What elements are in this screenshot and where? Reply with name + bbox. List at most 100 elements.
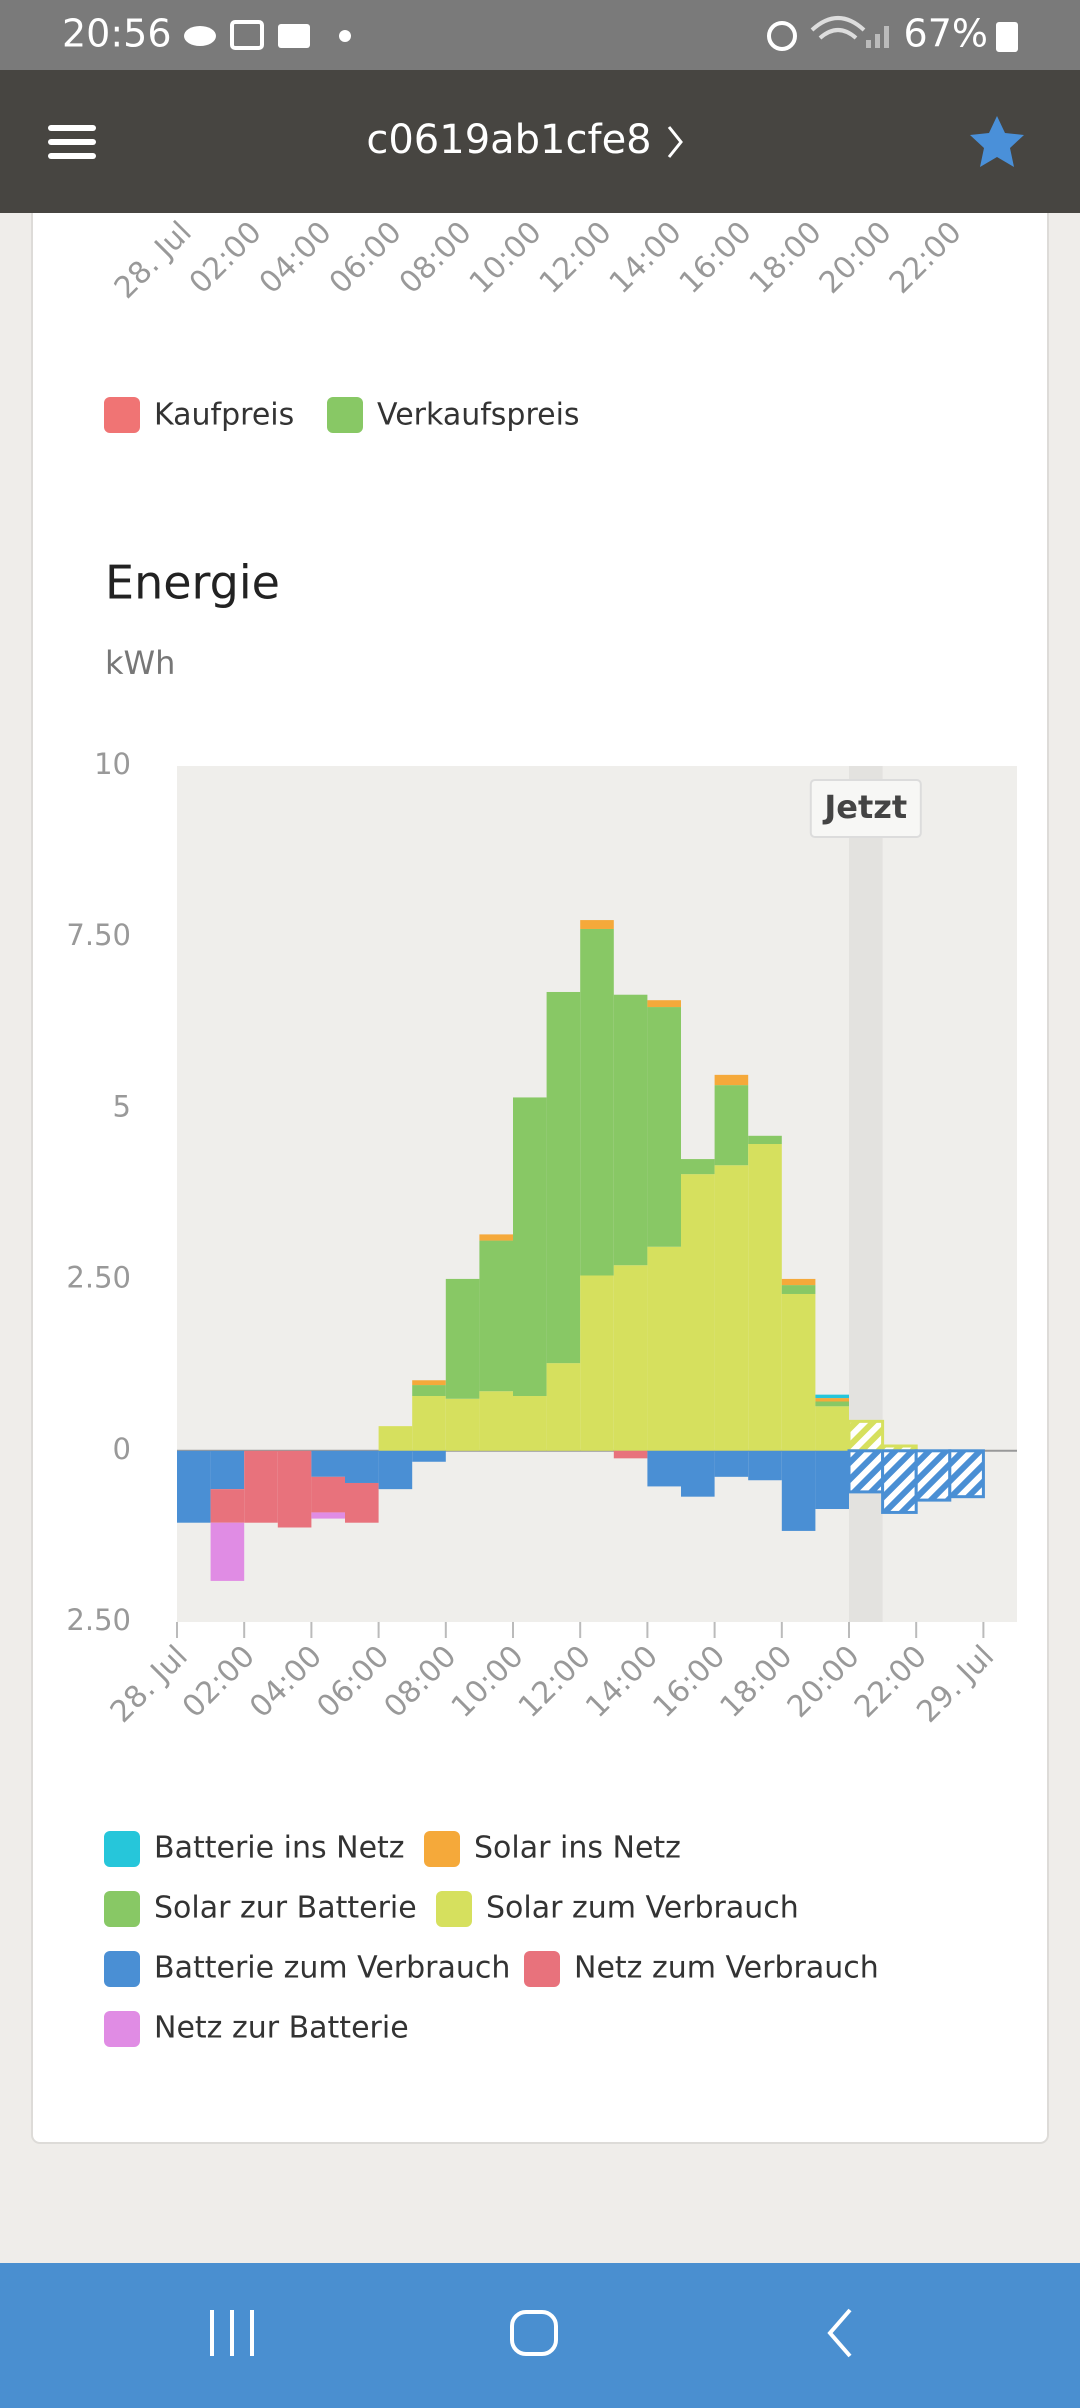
- app-bar: [0, 70, 1080, 213]
- bar-segment: [345, 1450, 379, 1483]
- bar-segment: [847, 1449, 885, 1494]
- bar-segment: [580, 920, 614, 929]
- nav-buttons: [210, 2308, 852, 2358]
- legend-swatch: [104, 1891, 140, 1927]
- legend-label: Verkaufspreis: [377, 398, 580, 433]
- legend-label: Solar zur Batterie: [154, 1891, 417, 1926]
- bar-segment: [847, 1419, 885, 1453]
- bar-segment: [948, 1449, 985, 1499]
- bar-segment: [412, 1396, 446, 1451]
- bar-segment: [647, 1000, 681, 1008]
- app-title[interactable]: c0619ab1cfe8: [366, 117, 651, 163]
- chart-subtitle: kWh: [105, 644, 175, 682]
- bar-segment: [681, 1450, 715, 1497]
- bar-segment: [613, 994, 648, 1266]
- home-button[interactable]: [510, 2310, 558, 2356]
- legend-label: Batterie ins Netz: [154, 1831, 405, 1866]
- bar-segment: [748, 1450, 782, 1481]
- bar-segment: [613, 1450, 648, 1459]
- bar-segment: [210, 1522, 245, 1581]
- bar-segment: [714, 1085, 749, 1166]
- bar-segment: [815, 1398, 849, 1402]
- legend-label: Netz zur Batterie: [154, 2011, 409, 2046]
- legend-swatch: [424, 1831, 460, 1867]
- bar-segment: [378, 1426, 413, 1451]
- legend-label: Batterie zum Verbrauch: [154, 1951, 510, 1986]
- nav-bar: [0, 2263, 1080, 2408]
- bar-segment: [479, 1391, 513, 1451]
- y-tick-label: 2.50: [66, 1261, 131, 1295]
- legend-label: Solar zum Verbrauch: [486, 1891, 799, 1926]
- legend: Batterie ins Netz Solar ins Netz Solar zur…: [104, 1831, 879, 2047]
- bar-segment: [714, 1450, 749, 1477]
- recent-apps-button[interactable]: [210, 2310, 254, 2356]
- bar-segment: [546, 991, 581, 1364]
- y-tick-label: 7.50: [66, 918, 131, 952]
- bar-segment: [580, 928, 614, 1276]
- y-tick-label: 0: [113, 1432, 131, 1466]
- bar-segment: [781, 1293, 816, 1451]
- menu-button[interactable]: [48, 125, 96, 159]
- bar-segment: [781, 1285, 816, 1294]
- bar-segment: [177, 1450, 211, 1523]
- legend-swatch: [104, 2011, 140, 2047]
- bar-segment: [378, 1450, 413, 1490]
- status-bar: [0, 0, 1080, 70]
- bar-segment: [345, 1482, 379, 1523]
- bar-segment: [613, 1265, 648, 1451]
- y-tick-label: 10: [94, 747, 131, 781]
- annotation-box: [809, 779, 922, 838]
- bar-segment: [513, 1396, 547, 1451]
- bar-segment: [445, 1278, 480, 1399]
- price-legend: Kaufpreis Verkaufspreis: [104, 397, 580, 433]
- bar-segment: [479, 1234, 513, 1241]
- legend-swatch: [104, 1951, 140, 1987]
- legend-swatch: [104, 1831, 140, 1867]
- favorite-star[interactable]: [970, 116, 1024, 167]
- bar-segment: [681, 1159, 715, 1175]
- bar-segment: [748, 1135, 782, 1145]
- bar-segment: [311, 1450, 345, 1477]
- y-tick-label: 2.50: [66, 1603, 131, 1637]
- bar-segment: [244, 1450, 278, 1523]
- bar-segment: [412, 1385, 446, 1397]
- back-button[interactable]: [827, 2308, 852, 2358]
- bar-segment: [277, 1450, 312, 1528]
- bar-segment: [445, 1398, 480, 1451]
- bar-segment: [412, 1380, 446, 1386]
- now-band: [849, 766, 883, 1622]
- bar-segment: [714, 1165, 749, 1451]
- bar-segment: [914, 1449, 952, 1502]
- bar-segment: [881, 1449, 918, 1514]
- bar-segment: [748, 1144, 782, 1451]
- title-chevron: [667, 126, 683, 158]
- bar-segment: [647, 1450, 681, 1487]
- legend-swatch: [436, 1891, 472, 1927]
- bar-segment: [815, 1406, 849, 1451]
- bar-segment: [513, 1097, 547, 1397]
- status-icons: [184, 16, 1018, 52]
- legend-swatch: [524, 1951, 560, 1987]
- bar-segment: [210, 1489, 245, 1523]
- bar-segment: [580, 1275, 614, 1451]
- legend-label: Solar ins Netz: [474, 1831, 681, 1866]
- bar-segment: [681, 1174, 715, 1451]
- bar-segment: [311, 1476, 345, 1513]
- bar-segment: [781, 1450, 816, 1531]
- bar-segment: [815, 1394, 849, 1399]
- bar-segment: [815, 1450, 849, 1510]
- legend-swatch: [327, 397, 363, 433]
- status-time: 20:56: [62, 12, 172, 56]
- legend-label: Kaufpreis: [154, 398, 294, 433]
- bar-segment: [781, 1278, 816, 1286]
- legend-swatch: [104, 397, 140, 433]
- legend-label: Netz zum Verbrauch: [574, 1951, 879, 1986]
- bar-segment: [647, 1007, 681, 1247]
- y-tick-label: 5: [113, 1089, 131, 1123]
- bar-segment: [210, 1450, 245, 1490]
- annotation-label: Jetzt: [822, 788, 907, 826]
- bar-segment: [546, 1363, 581, 1451]
- bar-segment: [412, 1450, 446, 1462]
